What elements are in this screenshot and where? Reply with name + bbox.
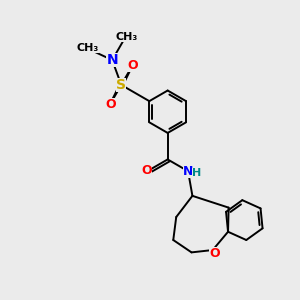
Text: O: O	[127, 59, 138, 72]
Text: O: O	[105, 98, 116, 111]
Text: S: S	[116, 78, 126, 92]
Text: N: N	[106, 53, 118, 67]
Text: CH₃: CH₃	[77, 43, 99, 53]
Text: CH₃: CH₃	[115, 32, 137, 42]
Text: N: N	[183, 165, 193, 178]
Text: H: H	[192, 168, 202, 178]
Text: O: O	[209, 247, 220, 260]
Text: O: O	[142, 164, 152, 177]
